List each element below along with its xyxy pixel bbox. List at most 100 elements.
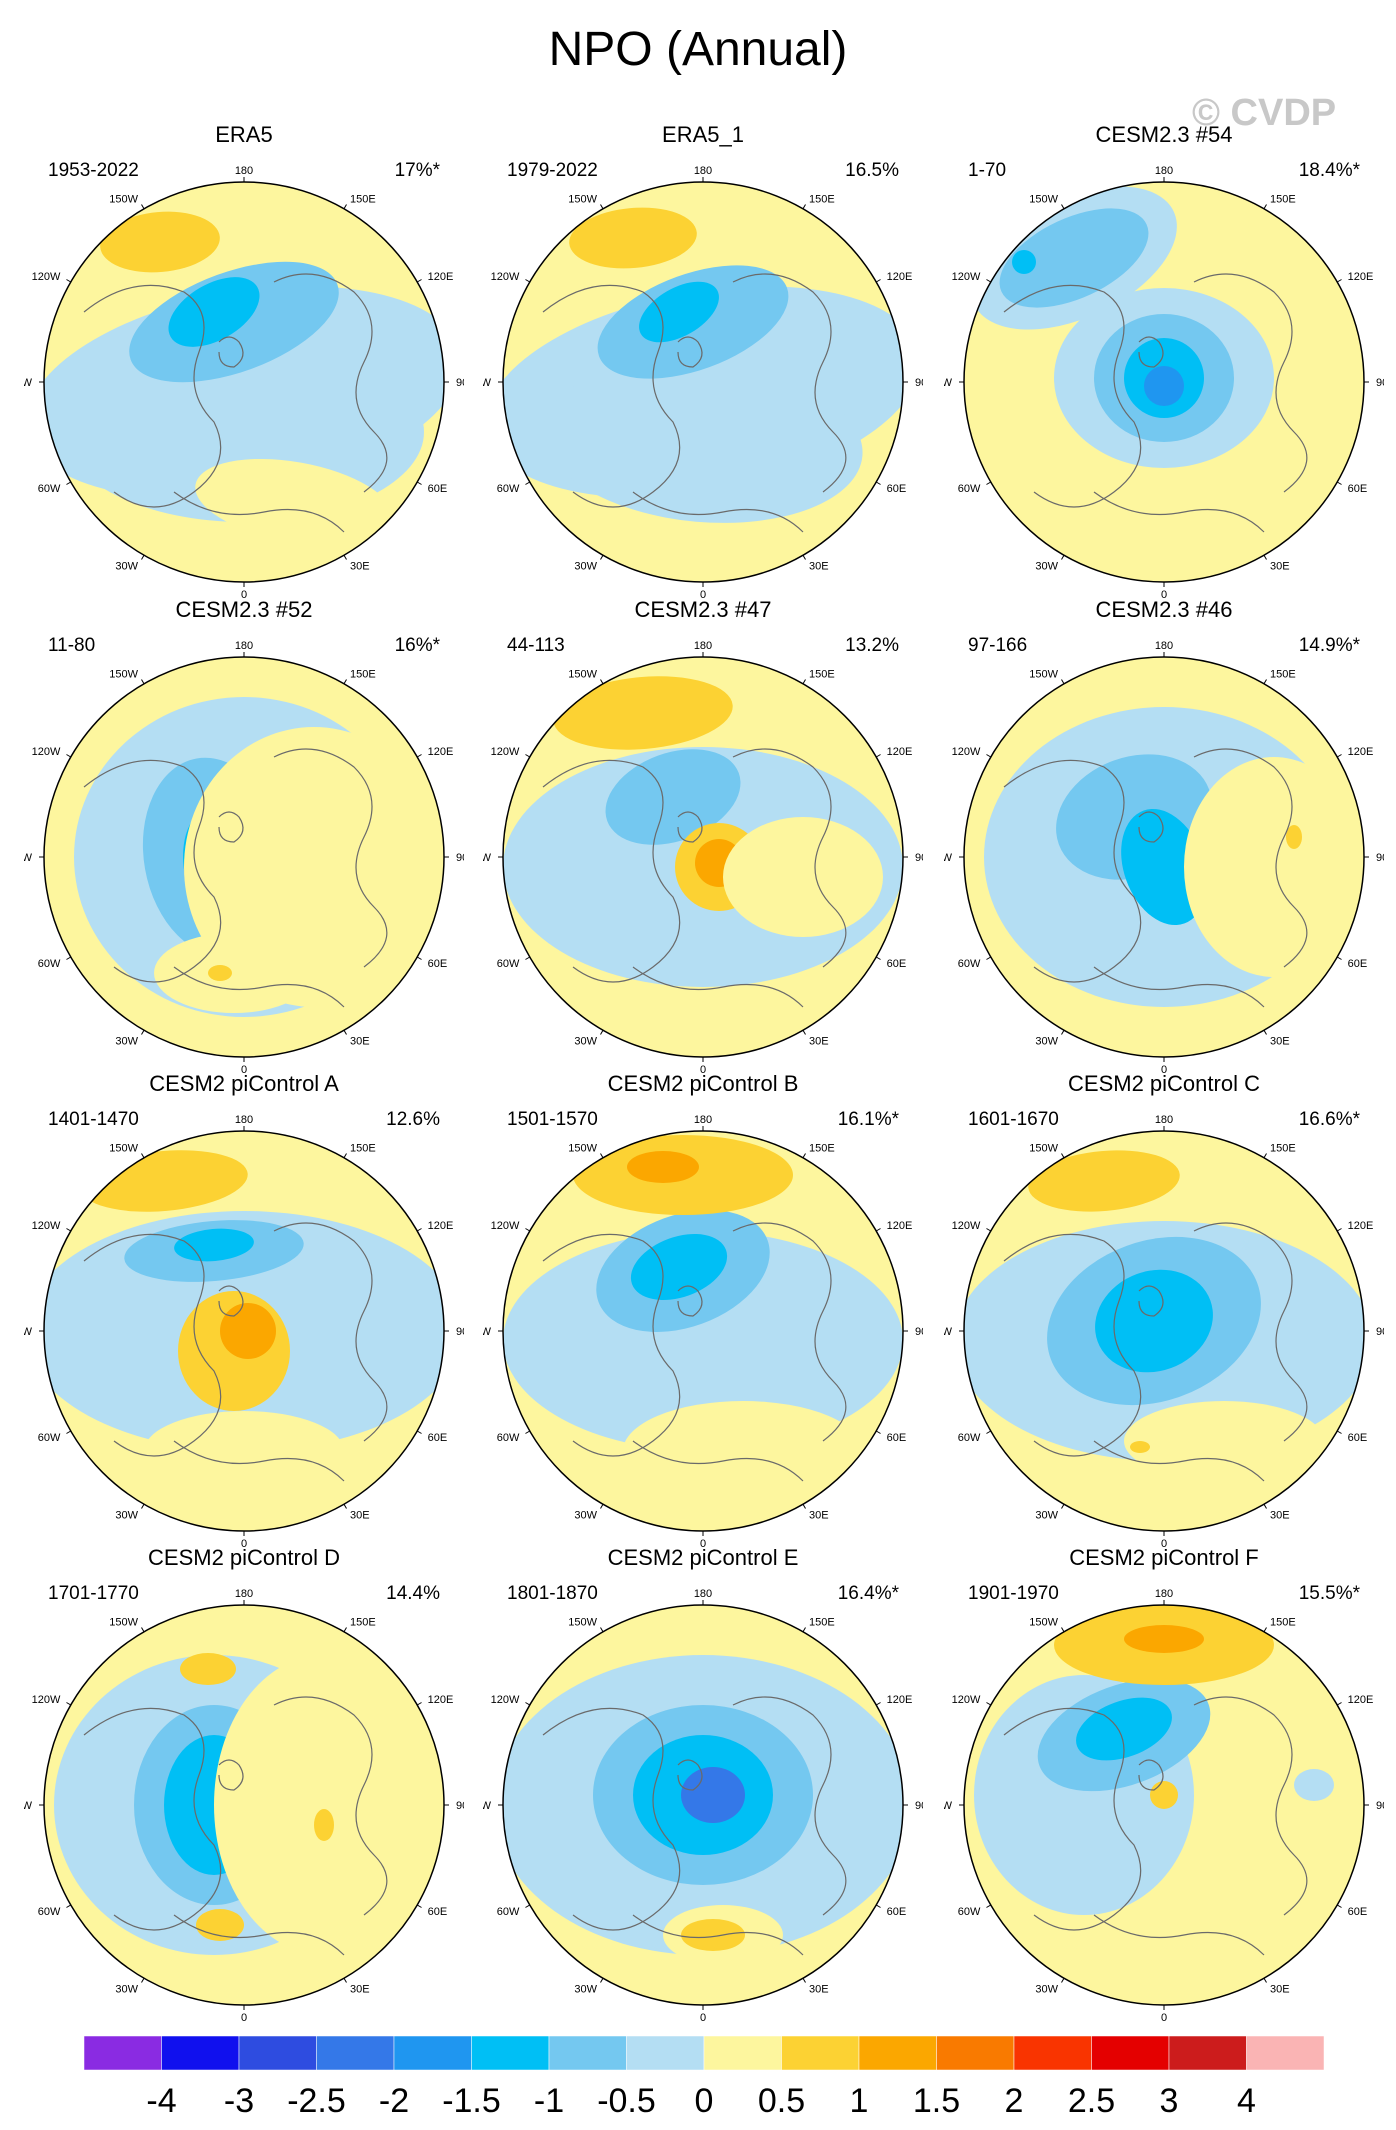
lon-tick [141, 554, 145, 560]
map-panel: CESM2 piControl F 1901-1970 15.5%* 180 150E 1… [944, 1545, 1384, 2024]
lon-tick [1336, 754, 1342, 758]
lon-tick [66, 279, 72, 283]
coastline [542, 1707, 681, 1931]
colorbar-swatch [936, 2036, 1015, 2071]
lon-tick [343, 1503, 347, 1509]
lon-label: 180 [694, 165, 712, 177]
lon-label: 90W [483, 1326, 492, 1338]
coastline [632, 966, 804, 1008]
panel-title: CESM2.3 #52 [175, 597, 313, 622]
lon-label: 150W [1029, 1616, 1058, 1628]
anomaly-contour [1012, 250, 1036, 274]
anomaly-contour [1144, 366, 1184, 406]
lon-tick [986, 754, 992, 758]
lon-tick [343, 1627, 347, 1633]
lon-tick [1061, 1627, 1065, 1633]
lon-tick [802, 1627, 806, 1633]
anomaly-contour [100, 211, 220, 273]
lon-tick [525, 1430, 531, 1434]
polar-map: 180 150E 120E 90E 60E 30E 0 30W 60W 90W 120W 150W [944, 165, 1384, 601]
lon-label: 0 [700, 2012, 706, 2024]
polar-map: 180 150E 120E 90E 60E 30E 0 30W 60W 90W 120W 150W [24, 1588, 464, 2024]
coastline [1093, 966, 1265, 1008]
lon-label: 150W [109, 668, 138, 680]
lon-tick [343, 1153, 347, 1159]
coastline [1138, 811, 1164, 843]
lon-tick [1263, 1029, 1267, 1035]
lon-label: 30W [574, 1510, 597, 1522]
coastline [1093, 491, 1265, 533]
coastline [732, 1222, 847, 1442]
anomaly-contour [623, 1401, 863, 1501]
lon-tick [343, 1029, 347, 1035]
panel-title: CESM2 piControl A [149, 1071, 339, 1096]
anomaly-contour [1286, 825, 1302, 849]
panel-variance-percent: 14.4% [386, 1583, 440, 1604]
anomaly-contour [174, 1228, 254, 1262]
polar-map: 180 150E 120E 90E 60E 30E 0 30W 60W 90W 120W 150W [24, 640, 464, 1076]
lon-tick [141, 1977, 145, 1983]
panel-variance-percent: 17%* [394, 160, 440, 181]
lon-tick [66, 1430, 72, 1434]
colorbar-swatch [1246, 2036, 1324, 2071]
anomaly-contour [1150, 1781, 1178, 1809]
panel-title: CESM2 piControl D [148, 1545, 340, 1570]
lon-tick [1263, 204, 1267, 210]
panel-variance-percent: 16%* [394, 635, 440, 656]
lon-label: 60E [887, 1906, 907, 1918]
colorbar-swatch [1091, 2036, 1170, 2071]
lon-label: 60E [887, 958, 907, 970]
anomaly-contour [681, 1767, 745, 1823]
lon-tick [1263, 1153, 1267, 1159]
lon-tick [416, 956, 422, 960]
lon-tick [875, 481, 881, 485]
colorbar-label: -1.5 [442, 2082, 501, 2120]
lon-label: 150W [568, 668, 597, 680]
lon-tick [986, 1702, 992, 1706]
colorbar-label: 3 [1160, 2082, 1179, 2120]
lon-label: 60E [428, 483, 448, 495]
lon-label: 120W [491, 1220, 520, 1232]
lon-label: 150E [1270, 193, 1296, 205]
lon-tick [1336, 1430, 1342, 1434]
lon-label: 60W [38, 1432, 61, 1444]
colorbar-swatch [471, 2036, 550, 2071]
lon-label: 60W [497, 1432, 520, 1444]
lon-label: 0 [241, 1064, 247, 1076]
lon-tick [600, 679, 604, 685]
lon-tick [416, 279, 422, 283]
colorbar-swatch [1168, 2036, 1247, 2071]
lon-label: 90W [483, 377, 492, 389]
lon-label: 90E [915, 852, 923, 864]
panel-title: ERA5 [215, 122, 273, 147]
lon-label: 120E [887, 746, 913, 758]
lon-label: 90W [944, 377, 953, 389]
lon-label: 90W [24, 852, 33, 864]
lon-label: 90W [483, 1800, 492, 1812]
lon-label: 180 [1155, 165, 1173, 177]
lon-label: 0 [1161, 589, 1167, 601]
panel-title: CESM2.3 #46 [1095, 597, 1233, 622]
lon-label: 60W [958, 958, 981, 970]
lon-label: 0 [1161, 2012, 1167, 2024]
lon-tick [802, 1029, 806, 1035]
lon-label: 90E [915, 377, 923, 389]
lon-tick [1061, 679, 1065, 685]
lon-tick [1061, 1153, 1065, 1159]
anomaly-contour [553, 676, 733, 750]
lon-tick [1336, 1702, 1342, 1706]
lon-label: 180 [694, 640, 712, 652]
panel-years: 1953-2022 [48, 160, 139, 181]
map-panel: CESM2 piControl A 1401-1470 12.6% 180 150E 12… [24, 1071, 464, 1550]
map-panel: ERA5_1 1979-2022 16.5% 180 150E 120E 90E 60E 30E… [483, 122, 923, 601]
lon-label: 30W [1035, 561, 1058, 573]
lon-label: 90E [456, 852, 464, 864]
lon-label: 120W [952, 271, 981, 283]
lon-label: 150E [1270, 1616, 1296, 1628]
coastline [1003, 759, 1142, 983]
lon-label: 150E [809, 668, 835, 680]
lon-label: 0 [700, 589, 706, 601]
lon-tick [141, 1627, 145, 1633]
lon-label: 120E [1348, 746, 1374, 758]
colorbar-swatch [703, 2036, 782, 2071]
